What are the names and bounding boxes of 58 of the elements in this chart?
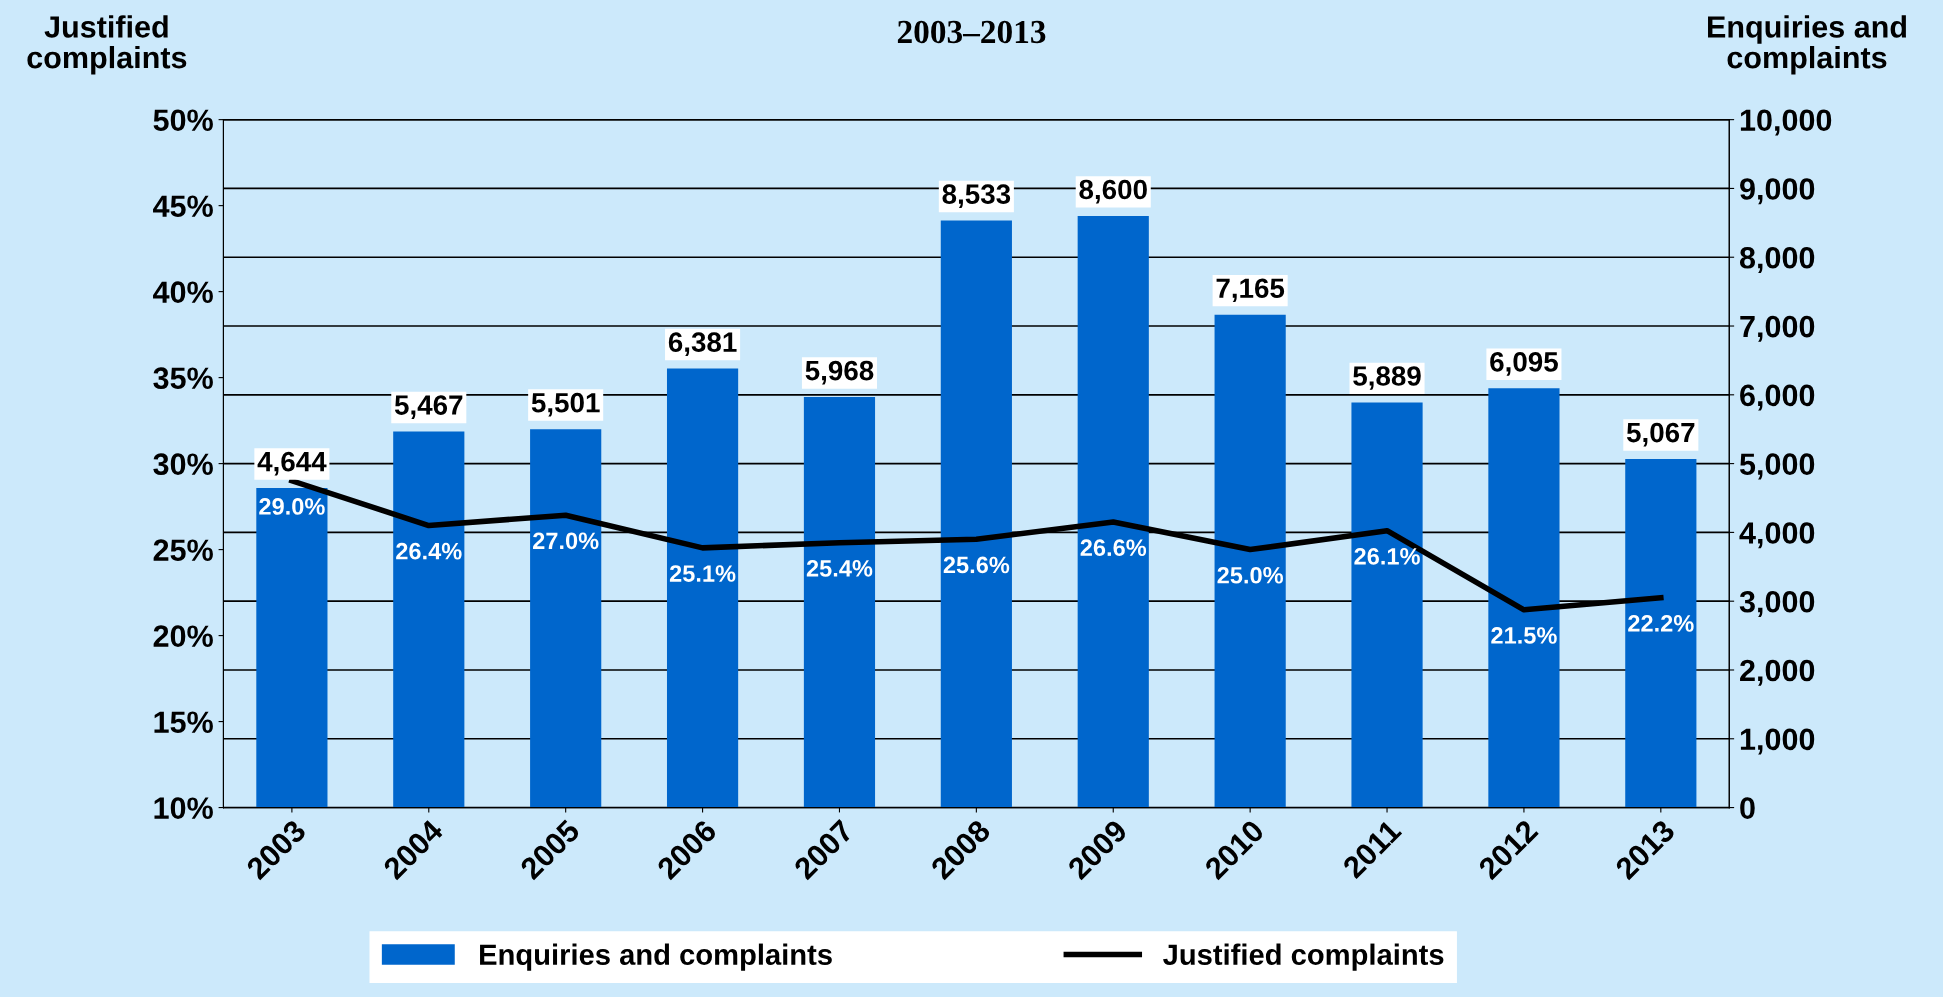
data-label: 4,644 — [257, 451, 327, 476]
data-label: 25.1% — [669, 565, 736, 582]
y-tick-label: 40% — [153, 281, 213, 303]
data-label: 5,968 — [805, 360, 874, 385]
y-tick-label: 30% — [153, 453, 213, 476]
data-label: 6,381 — [668, 332, 737, 357]
bar — [1488, 388, 1560, 808]
legend-label: Justified complaints — [1163, 943, 1444, 971]
data-label: 29.0% — [259, 498, 325, 515]
bar — [1351, 402, 1423, 808]
y-tick-label: 15% — [154, 711, 213, 733]
bar — [1625, 459, 1697, 808]
legend-label: Enquiries and complaints — [480, 943, 832, 971]
y2-tick-label: 0 — [1740, 797, 1755, 819]
y-axis-title: Justified complaints — [27, 15, 187, 75]
y-tick-label: 50% — [153, 109, 213, 132]
y2-tick-label: 8,000 — [1739, 246, 1815, 274]
chart-title: 2003–2013 — [897, 20, 1046, 44]
data-label: 22.2% — [1628, 615, 1694, 632]
data-label: 5,467 — [394, 395, 463, 419]
y-tick-label: 20% — [153, 625, 213, 647]
bar — [256, 488, 328, 808]
y2-tick-label: 2,000 — [1740, 659, 1815, 686]
data-label: 21.5% — [1491, 627, 1557, 644]
y2-tick-label: 3,000 — [1739, 590, 1815, 617]
y2-tick-label: 4,000 — [1739, 522, 1815, 549]
data-label: 6,095 — [1490, 352, 1558, 376]
y-tick-label: 35% — [153, 367, 213, 390]
y-tick-label: 45% — [153, 195, 213, 217]
y-tick-label: 25% — [153, 539, 213, 561]
bar — [940, 220, 1012, 808]
data-label: 25.6% — [943, 556, 1010, 574]
data-label: 5,889 — [1353, 366, 1421, 390]
y2-tick-label: 9,000 — [1740, 178, 1815, 205]
data-label: 5,067 — [1626, 422, 1695, 447]
data-label: 8,533 — [942, 184, 1011, 208]
data-label: 7,165 — [1216, 278, 1285, 303]
bar — [1077, 215, 1149, 808]
bar — [1214, 314, 1286, 808]
data-label: 27.0% — [533, 532, 599, 550]
y2-tick-label: 6,000 — [1740, 384, 1815, 411]
y2-tick-label: 7,000 — [1740, 315, 1815, 342]
y-tick-label: 10% — [154, 797, 213, 819]
bar — [666, 368, 739, 808]
y2-tick-label: 1,000 — [1740, 728, 1815, 755]
y2-tick-label: 5,000 — [1739, 453, 1815, 480]
y2-tick-label: 10,000 — [1740, 109, 1832, 136]
data-label: 26.1% — [1354, 547, 1420, 565]
bar — [803, 397, 876, 808]
y2-axis-title: Enquiries and complaints — [1708, 15, 1907, 75]
data-label: 25.0% — [1217, 566, 1283, 584]
data-label: 8,600 — [1079, 179, 1147, 204]
bar — [530, 429, 602, 808]
data-label: 26.4% — [396, 542, 462, 560]
data-label: 25.4% — [806, 560, 873, 577]
data-label: 5,501 — [531, 392, 600, 417]
bar — [393, 431, 465, 808]
data-label: 26.6% — [1080, 539, 1147, 557]
